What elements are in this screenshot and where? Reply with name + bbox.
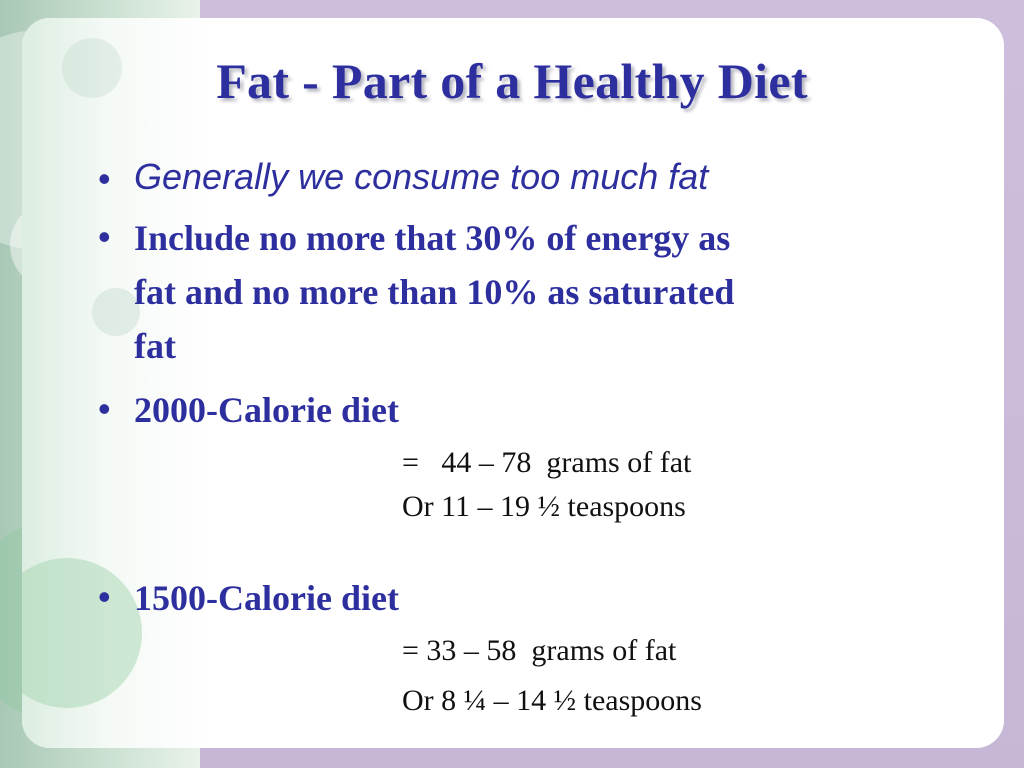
detail-2000-grams: = 44 – 78 grams of fat: [402, 446, 692, 479]
bullet-text-line: fat: [134, 326, 176, 366]
slide-title: Fat - Part of a Healthy Diet: [216, 53, 808, 109]
bullet-marker: •: [98, 576, 111, 617]
bullet-text-energy-limits: Include no more that 30% of energy as fa…: [134, 211, 914, 373]
content-panel: [22, 18, 1004, 748]
panel-green-fade: [22, 18, 212, 748]
bullet-marker: •: [98, 388, 111, 429]
bullet-marker: •: [98, 216, 111, 257]
decorative-circle: [22, 558, 142, 708]
decorative-circle: [92, 288, 140, 336]
bullet-text-line: Include no more that 30% of energy as: [134, 218, 731, 258]
detail-1500-teaspoons: Or 8 ¼ – 14 ½ teaspoons: [402, 684, 702, 717]
bullet-marker: •: [98, 158, 111, 199]
bullet-text-1500-calorie: 1500-Calorie diet: [134, 578, 399, 618]
decorative-circle: [62, 38, 122, 98]
detail-1500-grams: = 33 – 58 grams of fat: [402, 634, 677, 667]
bullet-text-line: fat and no more than 10% as saturated: [134, 272, 735, 312]
detail-2000-teaspoons: Or 11 – 19 ½ teaspoons: [402, 490, 686, 523]
bullet-text-2000-calorie: 2000-Calorie diet: [134, 390, 399, 430]
bullet-text-consume-too-much-fat: Generally we consume too much fat: [134, 156, 709, 197]
